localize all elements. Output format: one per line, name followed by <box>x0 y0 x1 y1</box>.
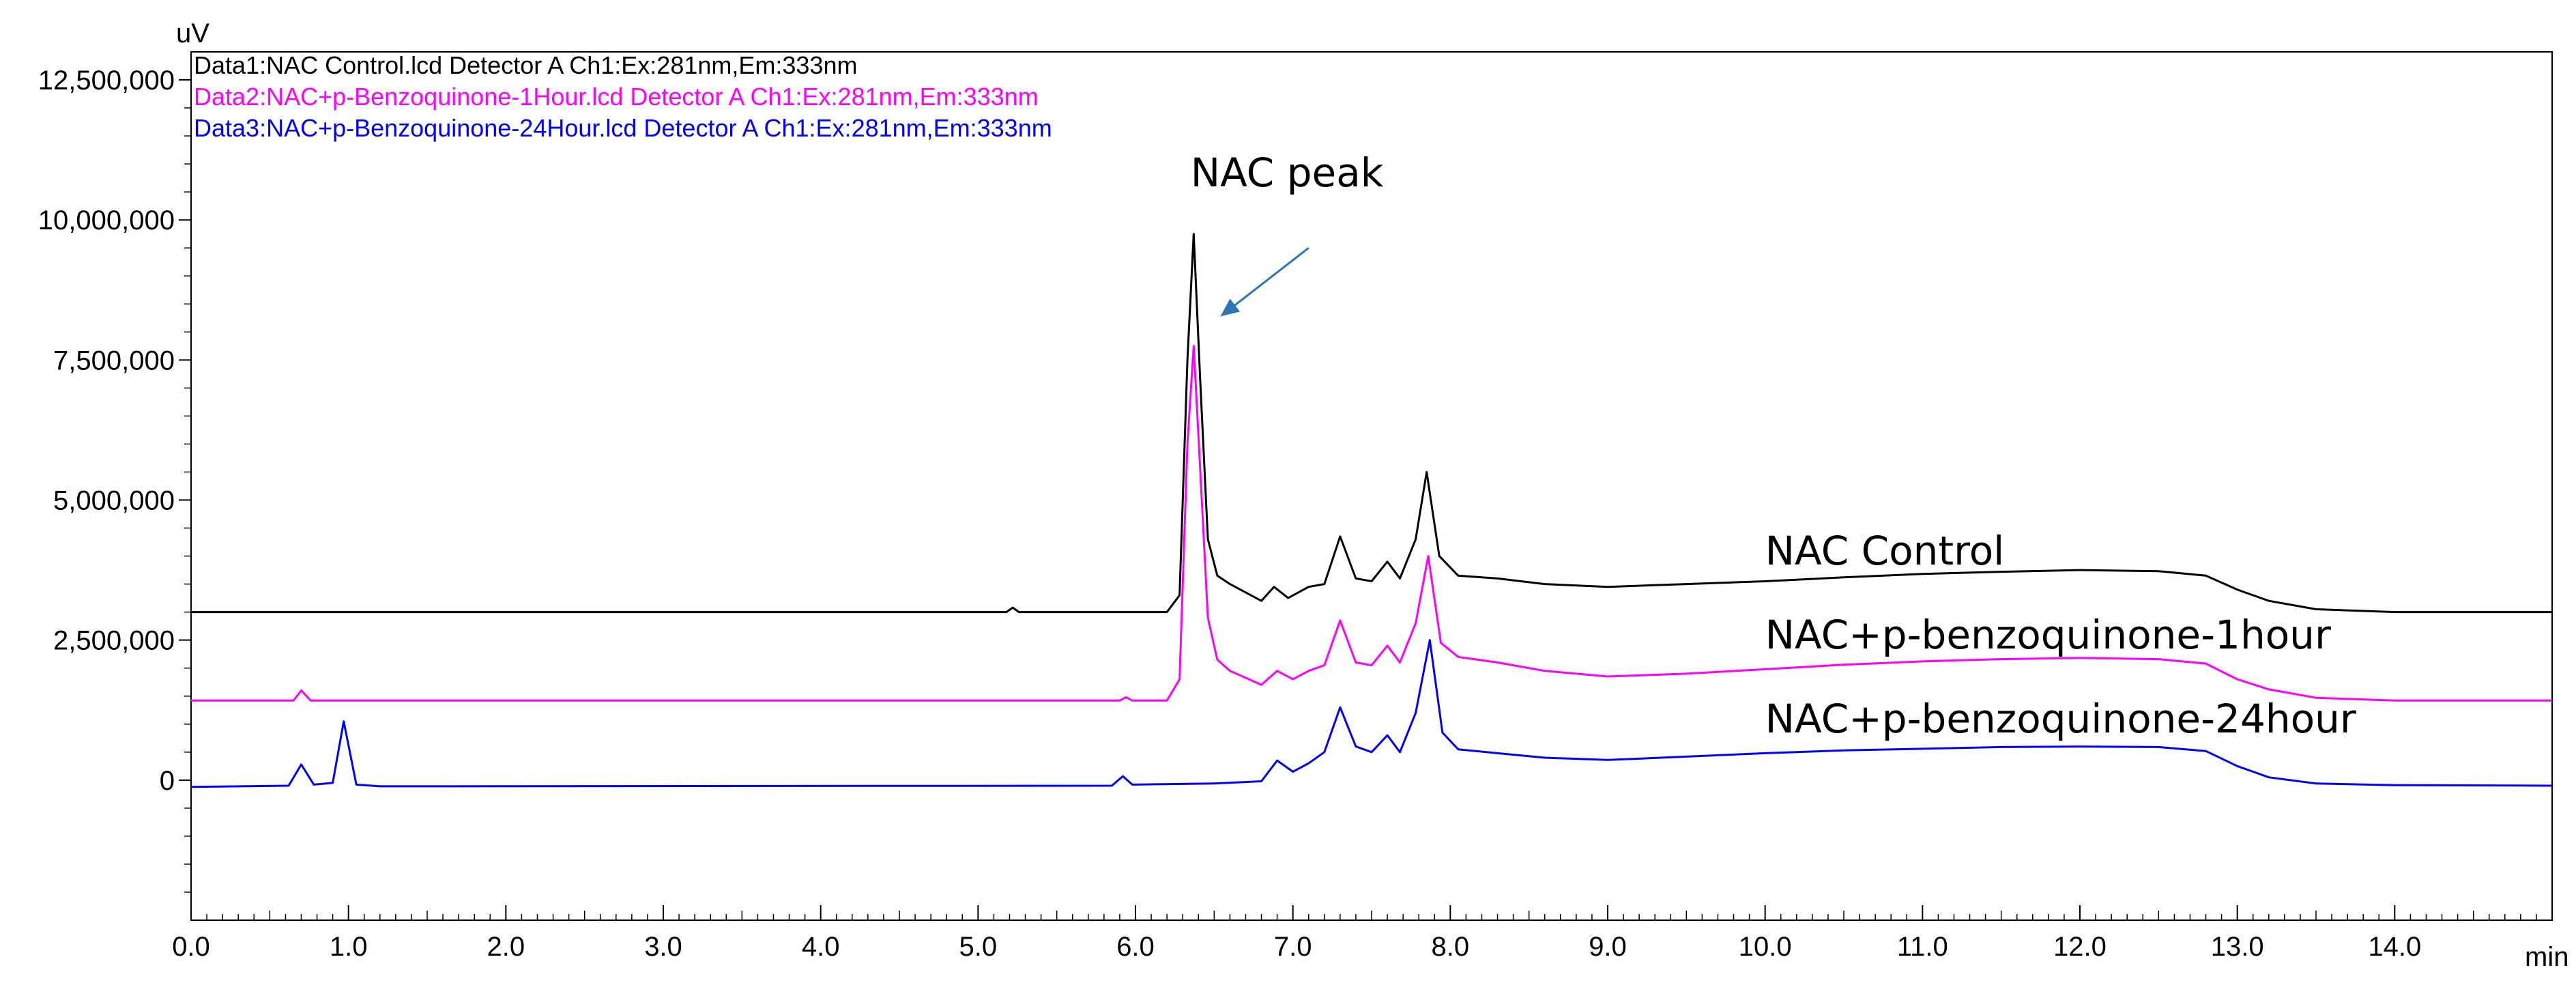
x-tick-label: 7.0 <box>1274 932 1312 962</box>
data-file-header: Data1:NAC Control.lcd Detector A Ch1:Ex:… <box>194 51 1052 142</box>
series-labels: NAC Control NAC+p-benzoquinone-1hour NAC+p… <box>1765 528 2356 742</box>
x-tick-label: 1.0 <box>330 932 368 962</box>
x-tick-label: 9.0 <box>1589 932 1627 962</box>
y-tick-label: 2,500,000 <box>53 626 175 656</box>
x-tick-label: 5.0 <box>959 932 998 962</box>
y-tick-label: 10,000,000 <box>38 205 175 236</box>
x-tick-label: 2.0 <box>487 932 525 962</box>
data-file-line: Data2:NAC+p-Benzoquinone-1Hour.lcd Detec… <box>194 83 1039 111</box>
y-tick-label: 7,500,000 <box>53 345 175 375</box>
series-label: NAC+p-benzoquinone-24hour <box>1765 696 2356 742</box>
series-label: NAC+p-benzoquinone-1hour <box>1765 612 2331 658</box>
y-axis-unit-label: uV <box>176 18 209 48</box>
x-tick-label: 0.0 <box>172 932 210 962</box>
y-tick-label: 0 <box>160 766 175 796</box>
annotations: NAC peak <box>1191 149 1384 315</box>
x-tick-label: 13.0 <box>2211 932 2264 962</box>
y-tick-label: 12,500,000 <box>38 66 175 96</box>
y-tick-label: 5,000,000 <box>53 486 175 516</box>
series-label: NAC Control <box>1765 528 2005 574</box>
x-tick-label: 4.0 <box>802 932 840 962</box>
x-tick-label: 8.0 <box>1432 932 1470 962</box>
nac-peak-arrow <box>1222 248 1309 315</box>
data-file-line: Data1:NAC Control.lcd Detector A Ch1:Ex:… <box>194 51 857 79</box>
x-tick-label: 14.0 <box>2368 932 2421 962</box>
x-tick-label: 12.0 <box>2053 932 2107 962</box>
axis-ticks: 0.0 1.0 2.0 3.0 4.0 5.0 6.0 7.0 8.0 9.0 10.0 11.0 12… <box>38 66 2536 962</box>
data-file-line: Data3:NAC+p-Benzoquinone-24Hour.lcd Dete… <box>194 114 1052 142</box>
x-tick-label: 11.0 <box>1897 932 1948 962</box>
nac-peak-label: NAC peak <box>1191 149 1384 196</box>
x-tick-label: 6.0 <box>1116 932 1155 962</box>
x-axis-unit-label: min <box>2525 942 2568 972</box>
x-tick-label: 10.0 <box>1739 932 1792 962</box>
x-tick-label: 3.0 <box>644 932 682 962</box>
trace-line <box>191 234 2552 612</box>
